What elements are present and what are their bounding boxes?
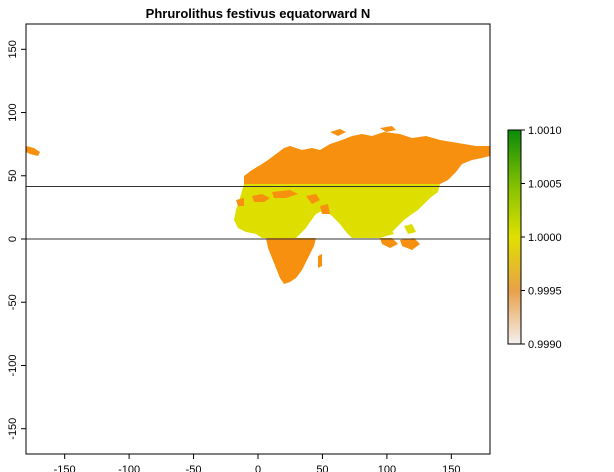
sea-island [404,224,416,234]
mediterranean-patch [272,190,298,198]
y-axis-tick-label: -150 [7,418,19,440]
reference-lines [26,186,490,240]
y-axis-tick-label: 50 [7,170,19,182]
mediterranean-patch [252,194,270,202]
middle-east-patch [320,204,330,214]
y-axis-tick-label: 100 [7,103,19,121]
y-axis-tick-label: -50 [7,294,19,310]
madagascar [318,254,322,268]
legend-label: 0.9995 [528,286,562,298]
x-axis-tick-label: -150 [54,464,76,472]
x-axis: -150 -100 -50 0 50 100 150 [54,454,461,472]
legend-ticks: 1.0010 1.0005 1.0000 0.9995 0.9990 [521,125,562,351]
legend-label: 0.9990 [528,339,562,351]
y-axis: 150 100 50 0 -50 -100 -150 [7,40,26,440]
x-axis-tick-label: -100 [118,464,140,472]
legend-label: 1.0005 [528,179,562,191]
eurasia-north-region [244,132,490,184]
map-land-layer [26,126,490,284]
sea-island [380,238,398,248]
x-axis-tick-label: 50 [316,464,328,472]
x-axis-tick-label: 0 [255,464,261,472]
arctic-island [380,126,396,132]
iberia-patch [236,198,244,206]
x-axis-tick-label: 150 [442,464,460,472]
x-axis-tick-label: -50 [186,464,202,472]
legend-label: 1.0000 [528,232,562,244]
y-axis-tick-label: -100 [7,354,19,376]
map-title: Phrurolithus festivus equatorward N [145,6,371,21]
y-axis-tick-label: 150 [7,40,19,58]
legend: 1.0010 1.0005 1.0000 0.9995 0.9990 [507,125,562,351]
y-axis-tick-label: 0 [7,236,19,242]
arctic-island [330,129,346,136]
africa-south-region [266,238,316,284]
sea-island [400,238,420,250]
legend-colorbar [507,129,522,345]
middle-east-patch [306,194,320,204]
sea-island [382,228,394,236]
x-axis-tick-label: 100 [378,464,396,472]
alaska-fragment [26,146,40,156]
legend-label: 1.0010 [528,125,562,137]
